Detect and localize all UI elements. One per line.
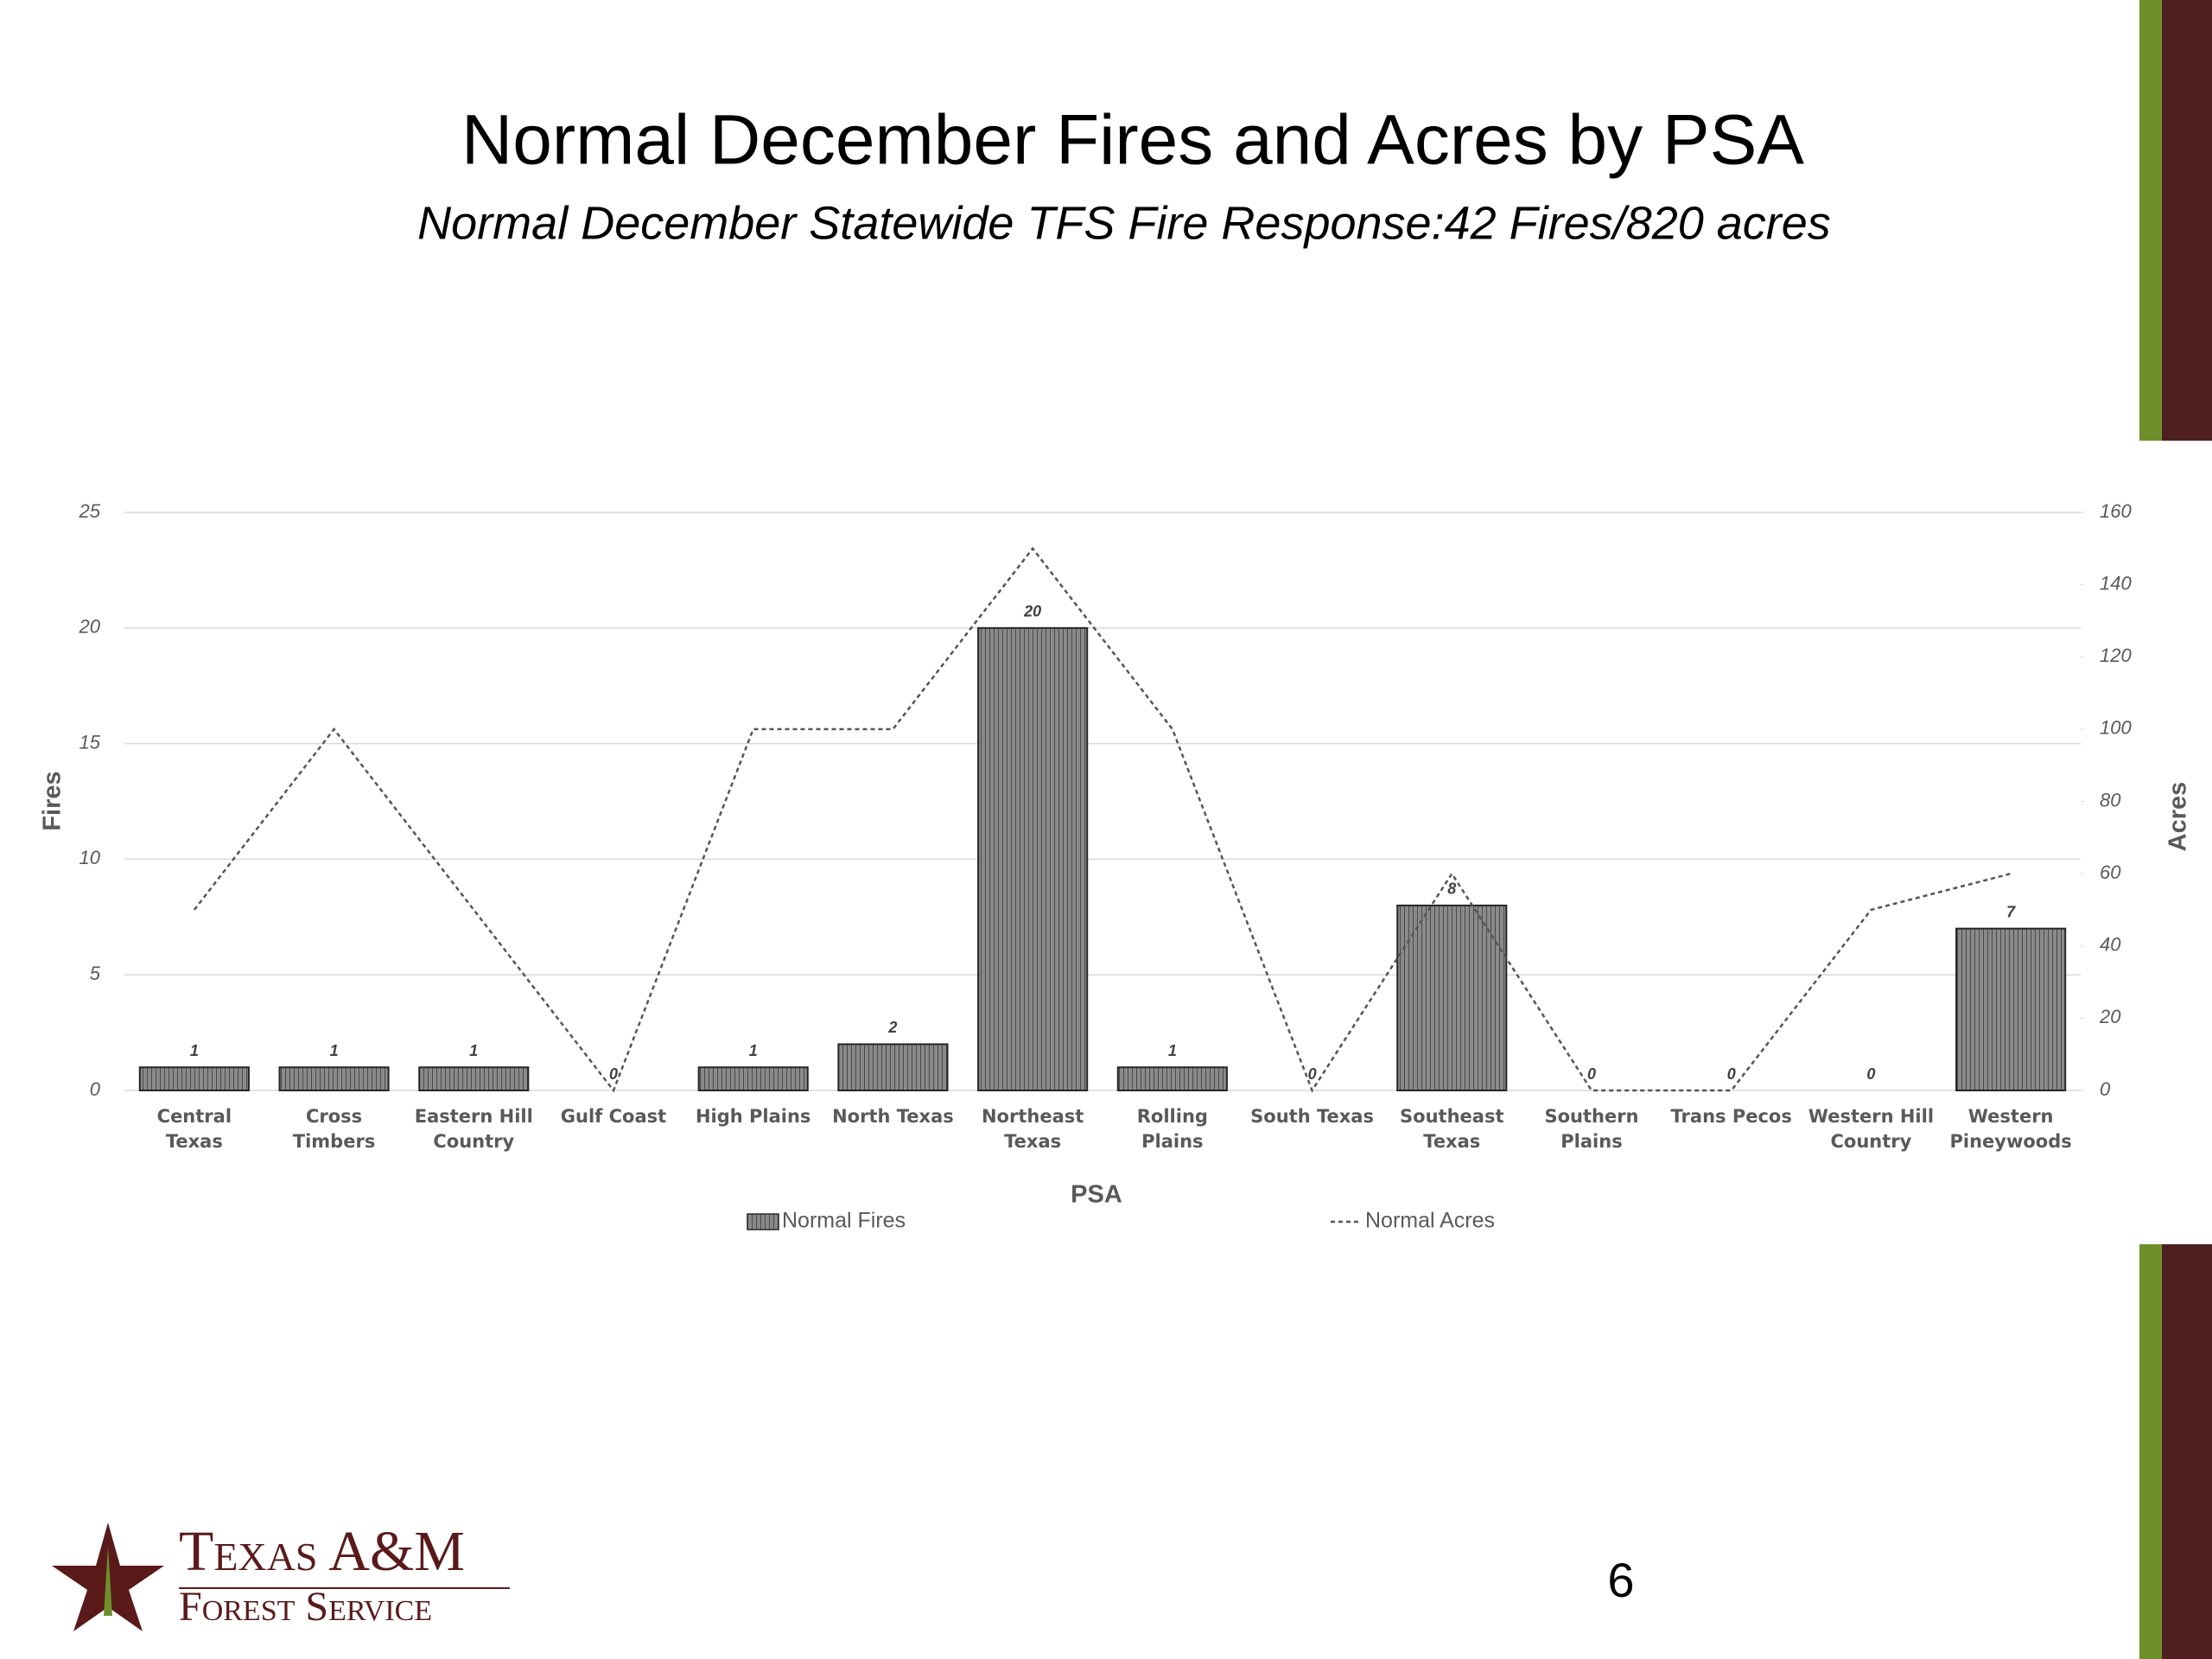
y-tick-label: 5 (90, 963, 101, 984)
y2-tick-label: 120 (2100, 645, 2132, 666)
y2-tick-label: 0 (2100, 1078, 2111, 1100)
accent-bar (2162, 0, 2212, 441)
bar (1955, 927, 2067, 1092)
y2-tick-label: 80 (2100, 789, 2121, 810)
x-tick-label: Southern Plains (1544, 1106, 1639, 1152)
data-label: 20 (1023, 603, 1041, 620)
y2-tick-label: 60 (2100, 861, 2121, 883)
data-label: 2 (887, 1019, 897, 1036)
data-label: 0 (609, 1065, 618, 1083)
chart-title: Normal December Fires and Acres by PSA (461, 101, 1804, 180)
x-tick-label: Trans Pecos (1670, 1106, 1792, 1127)
accent-bar (2162, 1244, 2212, 1659)
data-label: 0 (1587, 1065, 1596, 1083)
data-label: 0 (1308, 1065, 1317, 1083)
x-tick-label: High Plains (695, 1106, 811, 1127)
y-tick-label: 10 (79, 847, 101, 868)
bar (418, 1066, 530, 1091)
data-label: 0 (1866, 1065, 1875, 1083)
x-tick-label: Northeast Texas (981, 1106, 1084, 1152)
x-tick-label: Rolling Plains (1136, 1106, 1208, 1152)
bar (837, 1043, 949, 1091)
y-tick-label: 15 (79, 731, 101, 753)
data-label: 1 (1168, 1042, 1177, 1059)
data-label: 7 (2006, 903, 2016, 920)
x-tick-label: Southeast Texas (1400, 1106, 1504, 1152)
legend-label: Normal Fires (782, 1209, 906, 1233)
y-tick-label: 0 (90, 1078, 101, 1100)
y-tick-label: 20 (79, 616, 101, 638)
legend-swatch (747, 1213, 779, 1230)
y2-tick-label: 140 (2100, 572, 2132, 594)
x-tick-label: Central Texas (156, 1106, 232, 1152)
bar (697, 1066, 809, 1091)
x-axis-title: PSA (1071, 1181, 1122, 1209)
bar (1396, 904, 1508, 1092)
accent-bar (2139, 0, 2162, 441)
line (193, 546, 2012, 1093)
x-tick-label: South Texas (1250, 1106, 1374, 1127)
bar (1116, 1066, 1228, 1091)
bar (278, 1066, 390, 1091)
x-tick-label: Eastern Hill Country (414, 1106, 533, 1152)
y-tick-label: 25 (79, 500, 101, 522)
logo-tree (104, 1547, 112, 1616)
page-number: 6 (1607, 1553, 1634, 1607)
y2-tick-label: 20 (2099, 1006, 2121, 1027)
data-label: 8 (1447, 880, 1456, 898)
data-label: 0 (1727, 1065, 1736, 1083)
data-label: 1 (330, 1042, 339, 1059)
y-axis-title: Fires (39, 771, 67, 830)
logo: Texas A&M Forest Service (52, 1520, 510, 1631)
x-tick-label: Western Hill Country (1808, 1106, 1935, 1152)
x-tick-label: Gulf Coast (560, 1106, 667, 1127)
x-tick-label: Cross Timbers (292, 1106, 376, 1152)
x-tick-label: North Texas (832, 1106, 954, 1127)
data-label: 1 (469, 1042, 478, 1059)
bar (138, 1066, 250, 1091)
chart-subtitle: Normal December Statewide TFS Fire Respo… (417, 197, 1831, 249)
logo-text: Forest Service (179, 1584, 432, 1630)
y2-tick-label: 160 (2100, 500, 2132, 522)
logo-text: Texas A&M (179, 1520, 465, 1583)
data-label: 1 (190, 1042, 199, 1059)
x-tick-label: Western Pineywoods (1949, 1106, 2072, 1152)
bar (977, 626, 1089, 1091)
data-label: 1 (749, 1042, 758, 1059)
accent-bar (2139, 1244, 2162, 1659)
y2-tick-label: 40 (2100, 934, 2121, 956)
y2-tick-label: 100 (2100, 717, 2132, 739)
y2-axis-title: Acres (2164, 782, 2192, 852)
legend-label: Normal Acres (1365, 1209, 1495, 1233)
